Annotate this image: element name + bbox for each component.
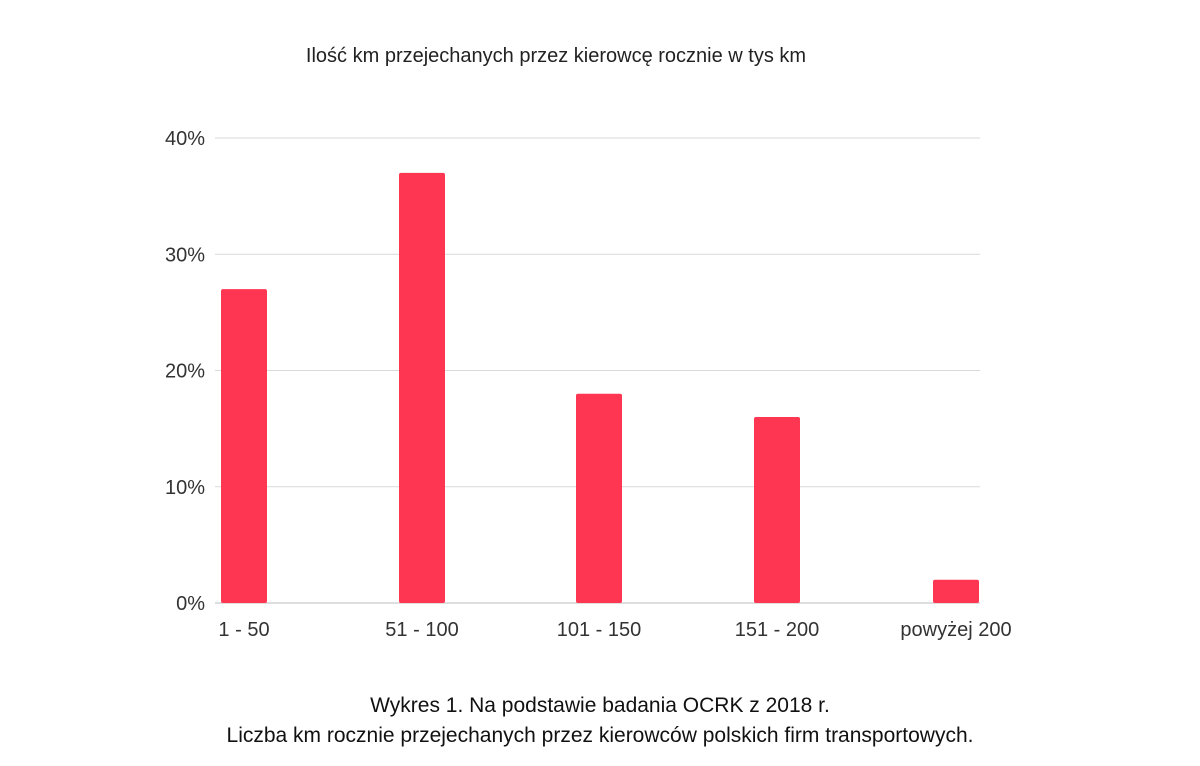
x-tick-label: powyżej 200 — [900, 619, 1011, 641]
bar — [399, 172, 445, 603]
figure-caption-line-2: Liczba km rocznie przejechanych przez ki… — [226, 724, 974, 747]
y-tick-label: 20% — [165, 361, 205, 383]
y-axis-tick-labels: 0% 10% 20% 30% 40% — [165, 128, 205, 615]
x-tick-label: 101 - 150 — [557, 619, 642, 641]
x-tick-label: 51 - 100 — [385, 619, 458, 641]
bar — [576, 393, 622, 603]
figure-caption-line-1: Wykres 1. Na podstawie badania OCRK z 20… — [370, 694, 830, 717]
x-axis-tick-labels: 1 - 50 51 - 100 101 - 150 151 - 200 powyżej … — [218, 619, 1011, 641]
chart-title: Ilość km przejechanych przez kierowcę ro… — [306, 45, 806, 67]
y-tick-label: 10% — [165, 477, 205, 499]
x-tick-label: 151 - 200 — [735, 619, 820, 641]
bar — [754, 417, 800, 603]
grid-lines — [215, 137, 980, 604]
bars — [221, 172, 979, 603]
bar — [933, 579, 979, 603]
x-tick-label: 1 - 50 — [218, 619, 269, 641]
bar — [221, 289, 267, 603]
y-tick-label: 40% — [165, 128, 205, 150]
y-tick-label: 0% — [176, 593, 205, 615]
y-tick-label: 30% — [165, 244, 205, 266]
